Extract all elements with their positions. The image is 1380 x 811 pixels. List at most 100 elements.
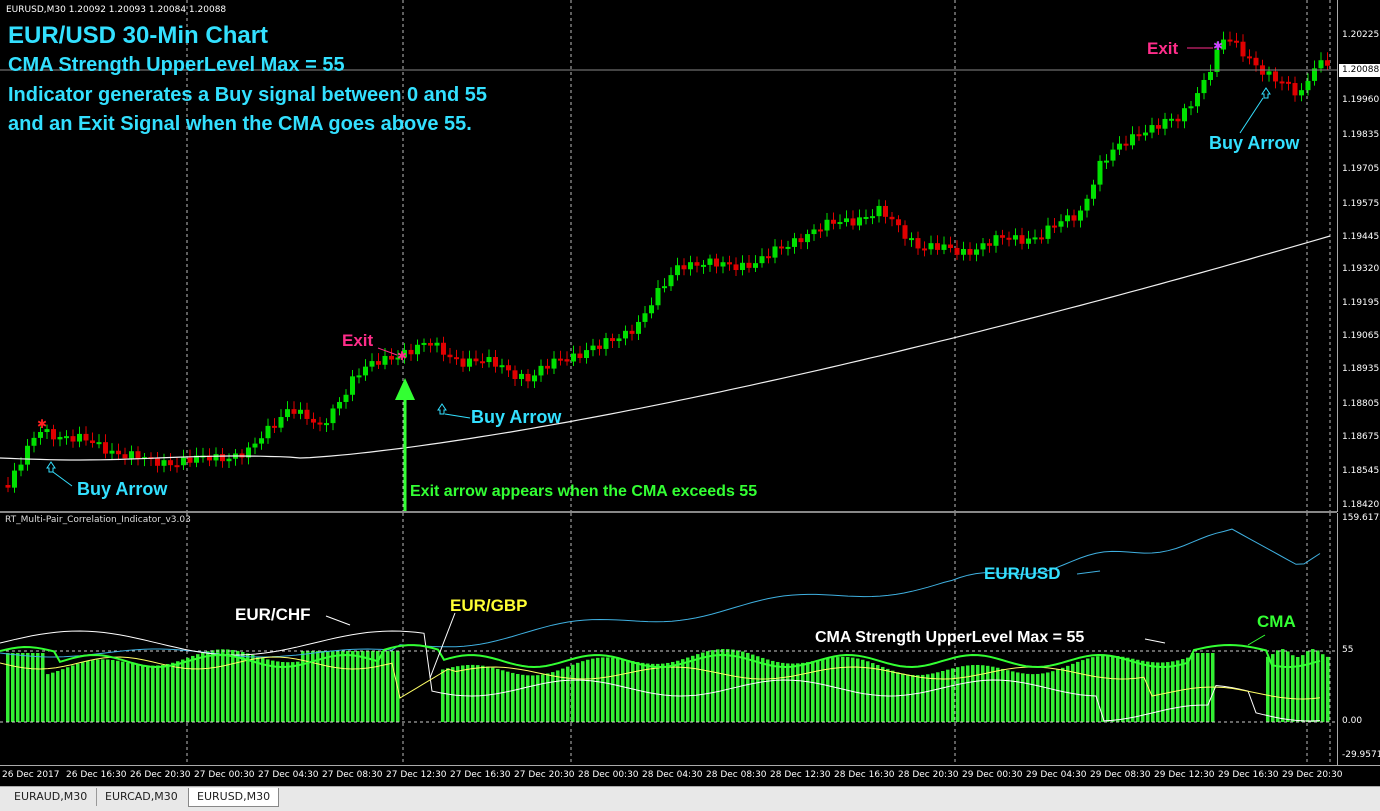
cma-histogram-bar: [1296, 656, 1300, 722]
candle: [805, 234, 810, 243]
cma-histogram-bar: [896, 672, 900, 722]
price-tick-label: 1.18420: [1342, 500, 1380, 510]
candle: [1084, 198, 1090, 211]
candle: [720, 262, 726, 267]
cma-histogram-bar: [216, 649, 220, 722]
candle: [909, 238, 914, 241]
candle: [122, 454, 128, 459]
candle: [1104, 160, 1109, 163]
cma-histogram-bar: [546, 673, 550, 722]
cma-histogram-bar: [66, 667, 70, 722]
cma-histogram-bar: [1166, 662, 1170, 722]
candle: [590, 345, 596, 351]
candle: [155, 457, 160, 466]
cma-histogram-bar: [641, 662, 645, 722]
candle: [623, 330, 628, 339]
candle: [1130, 134, 1135, 146]
cma-histogram-bar: [931, 673, 935, 722]
candle: [551, 358, 557, 369]
price-axis[interactable]: 1.20225 1.19960 1.19835 1.19705 1.19575 1.194…: [1337, 0, 1380, 512]
candle: [1156, 125, 1161, 129]
candle: [961, 248, 966, 255]
indicator-axis[interactable]: 159.6172 55 0.00 -29.9571: [1337, 513, 1380, 765]
candle: [642, 313, 648, 322]
candle: [1318, 60, 1324, 69]
candle: [1149, 125, 1155, 133]
candle: [363, 366, 368, 376]
cma-histogram-bar: [351, 651, 355, 722]
cma-histogram-bar: [221, 649, 225, 722]
candle: [1253, 57, 1259, 66]
cma-histogram-bar: [481, 665, 485, 722]
cma-histogram-bar: [116, 660, 120, 722]
candle: [701, 264, 706, 267]
candle: [31, 437, 37, 446]
candle: [259, 438, 264, 444]
price-tick-label: 1.19575: [1342, 199, 1380, 209]
candle: [1247, 56, 1252, 59]
candle: [1214, 49, 1220, 72]
candle: [337, 401, 342, 409]
time-tick-label: 26 Dec 2017: [2, 770, 60, 780]
candle: [746, 262, 752, 268]
cma-histogram-bar: [1191, 653, 1195, 722]
cma-histogram-bar: [1066, 665, 1070, 722]
cma-histogram-bar: [711, 650, 715, 722]
time-tick-label: 26 Dec 20:30: [130, 770, 191, 780]
cma-histogram-bar: [1111, 655, 1115, 722]
cma-histogram-bar: [6, 653, 10, 722]
cma-histogram-bar: [831, 657, 835, 722]
pane-separator[interactable]: [0, 511, 1337, 513]
candle: [616, 338, 622, 342]
cma-histogram-bar: [376, 651, 380, 722]
candle: [506, 365, 511, 371]
candle: [1078, 210, 1083, 221]
cma-histogram-bar: [506, 671, 510, 722]
cma-line: [0, 643, 1321, 669]
time-tick-label: 29 Dec 00:30: [962, 770, 1023, 780]
cma-histogram-bar: [296, 661, 300, 722]
price-chart[interactable]: ✱ ✱ ✱: [0, 0, 1337, 512]
cma-histogram-bar: [1156, 662, 1160, 722]
cma-histogram-bar: [726, 649, 730, 722]
price-tick-label: 1.20225: [1342, 30, 1380, 40]
cma-histogram-bar: [1316, 650, 1320, 722]
cma-histogram-bar: [951, 668, 955, 722]
tab-eurcad[interactable]: EURCAD,M30: [96, 788, 186, 806]
candle: [317, 422, 323, 425]
indicator-pane[interactable]: [0, 513, 1337, 765]
candle: [116, 450, 121, 455]
cma-histogram-bar: [1136, 659, 1140, 722]
candle: [5, 485, 11, 488]
candle: [675, 265, 680, 276]
candle: [194, 455, 199, 463]
candle: [967, 248, 973, 255]
cma-histogram-bar: [496, 668, 500, 722]
cma-histogram-bar: [211, 650, 215, 722]
buy-arrow-label: Buy Arrow: [1209, 133, 1300, 153]
buy-arrow-label: Buy Arrow: [77, 479, 168, 499]
candle: [343, 394, 349, 402]
cma-histogram-bar: [41, 653, 45, 722]
cma-histogram-bar: [761, 657, 765, 722]
candle: [252, 443, 258, 448]
tab-euraud[interactable]: EURAUD,M30: [14, 790, 88, 803]
candle: [109, 450, 115, 454]
time-tick-label: 26 Dec 16:30: [66, 770, 127, 780]
exit-star-icon: ✱: [397, 349, 407, 363]
candle: [883, 205, 888, 217]
eurusd-line: [0, 528, 1321, 658]
cma-histogram-bar: [671, 661, 675, 722]
cma-histogram-bar: [1001, 668, 1005, 722]
buy-arrow-icon: [46, 461, 56, 473]
price-tick-label: 1.19320: [1342, 264, 1380, 274]
tab-eurusd[interactable]: EURUSD,M30: [188, 788, 280, 807]
candle: [447, 354, 453, 358]
time-axis[interactable]: 26 Dec 2017 26 Dec 16:30 26 Dec 20:30 27 De…: [0, 765, 1380, 787]
cma-histogram-bar: [1281, 649, 1285, 722]
candle: [1201, 79, 1207, 94]
candle: [538, 365, 544, 376]
candle: [733, 264, 739, 271]
time-tick-label: 28 Dec 16:30: [834, 770, 895, 780]
cma-histogram-bar: [916, 675, 920, 722]
